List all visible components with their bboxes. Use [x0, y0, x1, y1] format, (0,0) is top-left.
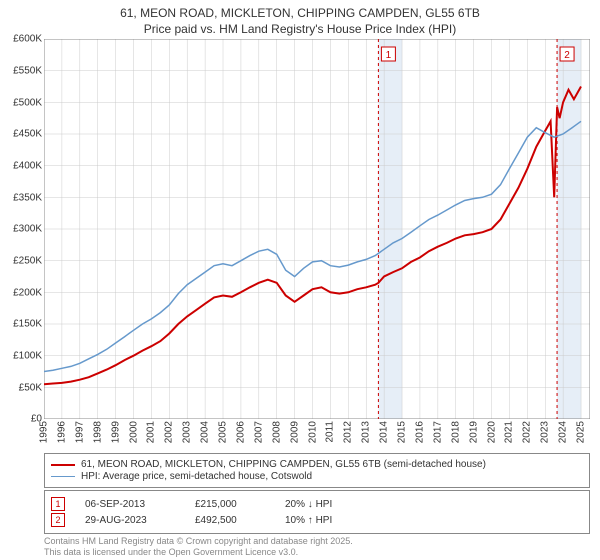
x-tick-label: 2010 [307, 421, 318, 443]
x-tick-label: 2011 [325, 421, 336, 443]
footer-line-2: This data is licensed under the Open Gov… [44, 547, 590, 558]
x-tick-label: 2000 [128, 421, 139, 443]
title-block: 61, MEON ROAD, MICKLETON, CHIPPING CAMPD… [0, 0, 600, 39]
x-tick-label: 2025 [576, 421, 587, 443]
sale-row: 2 29-AUG-2023 £492,500 10% ↑ HPI [51, 513, 583, 527]
x-tick-label: 2007 [253, 421, 264, 443]
y-tick-label: £300K [13, 224, 44, 235]
legend-row: 61, MEON ROAD, MICKLETON, CHIPPING CAMPD… [51, 459, 583, 470]
y-tick-label: £600K [13, 34, 44, 45]
x-tick-label: 2004 [200, 421, 211, 443]
y-tick-label: £550K [13, 65, 44, 76]
x-tick-label: 1999 [110, 421, 121, 443]
y-tick-label: £150K [13, 319, 44, 330]
y-tick-label: £100K [13, 350, 44, 361]
x-tick-label: 2022 [522, 421, 533, 443]
legend-swatch [51, 464, 75, 466]
x-tick-label: 2012 [343, 421, 354, 443]
x-tick-label: 2008 [271, 421, 282, 443]
footer-line-1: Contains HM Land Registry data © Crown c… [44, 536, 590, 547]
sales-box: 1 06-SEP-2013 £215,000 20% ↓ HPI 2 29-AUG-202… [44, 490, 590, 534]
y-tick-label: £250K [13, 255, 44, 266]
sale-price: £492,500 [195, 515, 265, 526]
x-tick-label: 2013 [361, 421, 372, 443]
legend-label: HPI: Average price, semi-detached house,… [81, 471, 312, 482]
sale-marker-icon: 2 [51, 513, 65, 527]
chart-container: 61, MEON ROAD, MICKLETON, CHIPPING CAMPD… [0, 0, 600, 560]
legend-label: 61, MEON ROAD, MICKLETON, CHIPPING CAMPD… [81, 459, 486, 470]
legend-swatch [51, 476, 75, 477]
legend-box: 61, MEON ROAD, MICKLETON, CHIPPING CAMPD… [44, 453, 590, 488]
svg-text:1: 1 [386, 50, 392, 61]
x-tick-label: 1997 [74, 421, 85, 443]
y-tick-label: £500K [13, 97, 44, 108]
x-tick-label: 2023 [540, 421, 551, 443]
sale-marker-icon: 1 [51, 497, 65, 511]
x-tick-label: 2024 [558, 421, 569, 443]
x-tick-label: 2009 [289, 421, 300, 443]
x-tick-label: 2002 [164, 421, 175, 443]
x-tick-label: 2018 [450, 421, 461, 443]
chart-area: £0£50K£100K£150K£200K£250K£300K£350K£400… [44, 39, 590, 419]
x-tick-label: 1995 [39, 421, 50, 443]
title-line-1: 61, MEON ROAD, MICKLETON, CHIPPING CAMPD… [0, 6, 600, 22]
sale-date: 06-SEP-2013 [85, 499, 175, 510]
y-tick-label: £50K [19, 382, 44, 393]
x-tick-label: 2019 [468, 421, 479, 443]
x-tick-label: 2017 [432, 421, 443, 443]
x-tick-label: 2015 [397, 421, 408, 443]
footer-note: Contains HM Land Registry data © Crown c… [44, 536, 590, 558]
x-tick-label: 2014 [379, 421, 390, 443]
y-tick-label: £200K [13, 287, 44, 298]
x-tick-label: 1996 [56, 421, 67, 443]
x-tick-label: 1998 [92, 421, 103, 443]
x-tick-label: 2021 [504, 421, 515, 443]
title-line-2: Price paid vs. HM Land Registry's House … [0, 22, 600, 38]
x-tick-label: 2005 [218, 421, 229, 443]
x-tick-label: 2020 [486, 421, 497, 443]
y-tick-label: £450K [13, 129, 44, 140]
chart-svg: 12 [44, 39, 590, 419]
x-tick-label: 2003 [182, 421, 193, 443]
sale-diff: 20% ↓ HPI [285, 499, 375, 510]
sale-price: £215,000 [195, 499, 265, 510]
x-tick-label: 2006 [235, 421, 246, 443]
y-tick-label: £400K [13, 160, 44, 171]
sale-row: 1 06-SEP-2013 £215,000 20% ↓ HPI [51, 497, 583, 511]
sale-date: 29-AUG-2023 [85, 515, 175, 526]
sale-diff: 10% ↑ HPI [285, 515, 375, 526]
y-tick-label: £350K [13, 192, 44, 203]
legend-row: HPI: Average price, semi-detached house,… [51, 471, 583, 482]
x-tick-label: 2016 [414, 421, 425, 443]
svg-text:2: 2 [564, 50, 570, 61]
x-tick-label: 2001 [146, 421, 157, 443]
x-axis-labels: 1995199619971998199920002001200220032004… [44, 419, 590, 449]
